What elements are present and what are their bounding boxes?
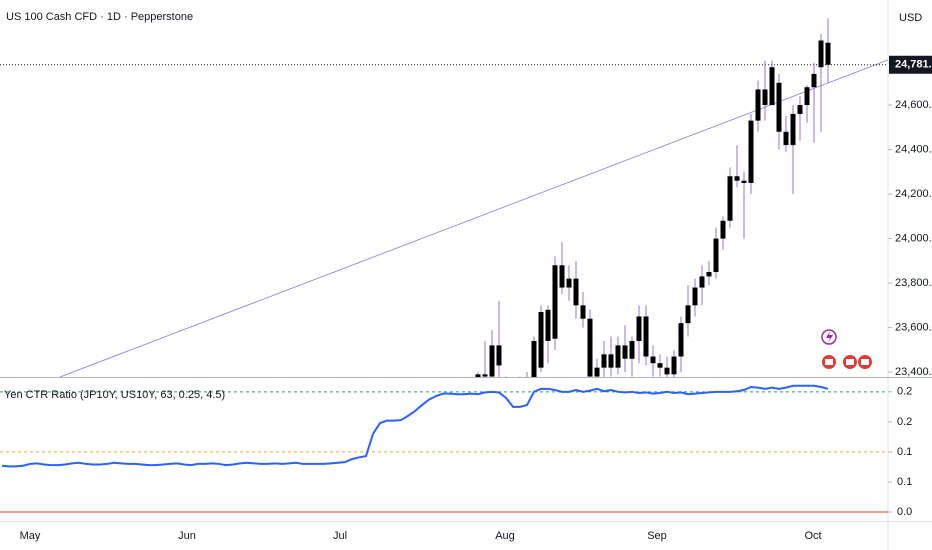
x-tick-label: Jul xyxy=(333,530,347,542)
currency: USD xyxy=(899,12,922,24)
candle-body xyxy=(671,356,677,375)
x-tick-label: Oct xyxy=(804,530,821,542)
y-tick-label: 24,200.0 xyxy=(895,188,932,200)
candle-body xyxy=(776,82,782,132)
candle-body xyxy=(685,305,691,324)
candle-body xyxy=(664,367,670,375)
candle-body xyxy=(482,374,488,377)
candle-body xyxy=(734,176,740,181)
candle-body xyxy=(580,305,586,319)
candle-body xyxy=(783,131,789,146)
candle-body xyxy=(790,113,796,146)
candle-body xyxy=(818,40,824,68)
y-tick-label: 24,600.0 xyxy=(895,99,932,111)
candle-body xyxy=(545,309,551,341)
candle-body xyxy=(601,354,607,368)
event-icons xyxy=(821,329,872,369)
x-tick-label: May xyxy=(20,530,41,542)
candle-body xyxy=(566,278,572,288)
candle-body xyxy=(650,356,656,364)
candle-body xyxy=(475,374,481,377)
y-tick-label: 0.1 xyxy=(897,476,912,488)
last-price-label: 24,781.0 xyxy=(895,59,932,71)
candle-body xyxy=(804,87,810,106)
candle-body xyxy=(489,345,495,377)
y-tick-label: 0.2 xyxy=(897,386,912,398)
candle-body xyxy=(573,278,579,306)
y-tick-label: 0.1 xyxy=(897,446,912,458)
indicator-title: Yen CTR Ratio (JP10Y, US10Y, 63, 0.25, 4… xyxy=(4,389,225,401)
last-price-badge xyxy=(889,55,932,74)
y-tick-label: 23,800.0 xyxy=(895,277,932,289)
lightning xyxy=(826,331,833,343)
y-tick-label: 24,400.0 xyxy=(895,143,932,155)
candle-body xyxy=(657,363,663,368)
x-tick-label: Aug xyxy=(495,530,515,542)
candle-body xyxy=(559,265,565,288)
candle-body xyxy=(622,345,628,359)
x-tick-label: Jun xyxy=(178,530,196,542)
candle-body xyxy=(748,120,754,183)
y-tick-label: 24,000.0 xyxy=(895,232,932,244)
candle-body xyxy=(552,265,558,339)
candle-body xyxy=(769,67,775,106)
candle-body xyxy=(755,89,761,121)
candle-body xyxy=(811,73,817,88)
candle-body xyxy=(692,287,698,306)
flag-mark xyxy=(861,359,869,365)
y-tick-label: 23,400.0 xyxy=(895,366,932,378)
y-tick-label: 0.0 xyxy=(897,506,912,518)
candle-body xyxy=(741,180,747,183)
candle-body xyxy=(636,316,642,341)
y-tick-label: 23,600.0 xyxy=(895,322,932,334)
candle-body xyxy=(531,340,537,377)
candle-body xyxy=(720,220,726,239)
symbol-title: US 100 Cash CFD · 1D · Pepperstone xyxy=(6,11,193,23)
candle-body xyxy=(762,89,768,106)
candle-body xyxy=(629,340,635,359)
candle-body xyxy=(587,318,593,377)
candle-body xyxy=(706,271,712,277)
flag-mark xyxy=(825,359,833,365)
candle-body xyxy=(678,323,684,357)
candle-body xyxy=(797,105,803,114)
indicator-pane xyxy=(0,384,888,513)
candle-body xyxy=(608,354,614,368)
candle-body xyxy=(699,276,705,288)
candle-body xyxy=(615,345,621,368)
flag-mark xyxy=(846,359,854,365)
indicator-line xyxy=(1,384,829,468)
candle-body xyxy=(496,345,502,366)
candle-body xyxy=(727,176,733,221)
price-pane xyxy=(0,18,888,377)
candle-body xyxy=(538,312,544,368)
y-tick-label: 0.2 xyxy=(897,416,912,428)
axes: 23,400.0 23,600.0 23,800.0 24,000.0 24,200.0… xyxy=(20,55,932,542)
candle-body xyxy=(594,367,600,377)
candle-body xyxy=(643,316,649,357)
candle-body xyxy=(825,42,831,65)
x-tick-label: Sep xyxy=(647,530,667,542)
candle-body xyxy=(713,238,719,272)
trend-line xyxy=(59,59,888,377)
